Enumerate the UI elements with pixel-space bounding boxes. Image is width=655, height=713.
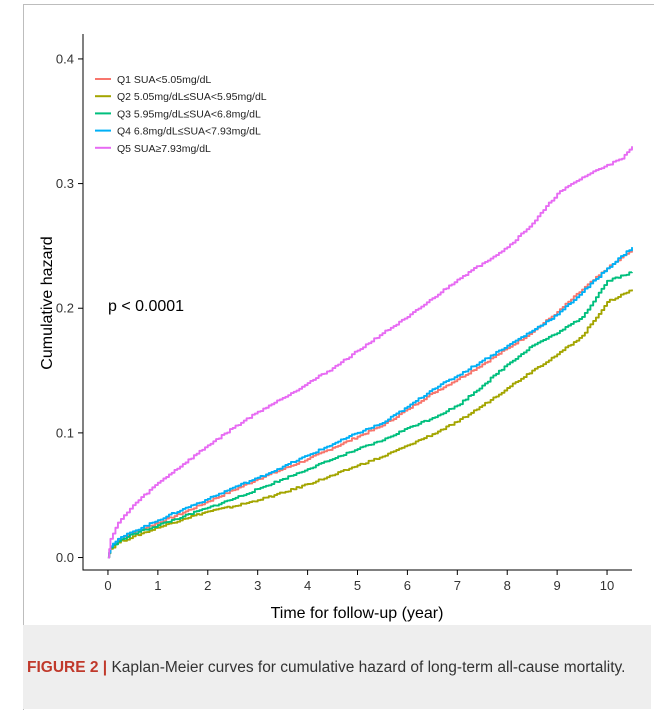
figure-caption: FIGURE 2 | Kaplan-Meier curves for cumul… (27, 656, 647, 679)
plot-area: 0.0 0.1 0.2 0.3 0.4 0 1 2 3 4 5 6 7 8 9 10 Q1 SUA<5.05mg… (56, 34, 633, 593)
y-tick-label: 0.3 (56, 176, 74, 191)
legend-label: Q2 5.05mg/dL≤SUA<5.95mg/dL (117, 91, 267, 103)
x-tick-label: 4 (304, 578, 311, 593)
x-tick-label: 6 (404, 578, 411, 593)
x-tick-label: 0 (104, 578, 111, 593)
y-tick-label: 0.0 (56, 550, 74, 565)
series-line (107, 289, 633, 559)
y-tick-label: 0.1 (56, 425, 74, 440)
x-axis-title: Time for follow-up (year) (271, 605, 444, 622)
legend-label: Q3 5.95mg/dL≤SUA<6.8mg/dL (117, 108, 261, 120)
legend-label: Q4 6.8mg/dL≤SUA<7.93mg/dL (117, 126, 261, 138)
series-line (107, 146, 633, 559)
x-tick-label: 8 (504, 578, 511, 593)
caption-area (23, 625, 651, 709)
x-tick-label: 2 (204, 578, 211, 593)
series-line (107, 271, 633, 559)
x-tick-label: 1 (154, 578, 161, 593)
y-axis-title: Cumulative hazard (39, 236, 56, 369)
p-value-annotation: p < 0.0001 (108, 298, 184, 315)
y-tick-label: 0.2 (56, 301, 74, 316)
series-line (107, 249, 633, 559)
x-tick-label: 5 (354, 578, 361, 593)
x-tick-label: 3 (254, 578, 261, 593)
legend-label: Q1 SUA<5.05mg/dL (117, 74, 211, 86)
series-line (107, 247, 633, 559)
x-tick-label: 10 (600, 578, 614, 593)
caption-separator: | (98, 659, 112, 676)
figure-frame (23, 4, 654, 710)
figure-label: FIGURE 2 (27, 659, 99, 676)
y-tick-label: 0.4 (56, 51, 74, 66)
legend-label: Q5 SUA≥7.93mg/dL (117, 143, 211, 155)
x-tick-label: 7 (454, 578, 461, 593)
caption-text: Kaplan-Meier curves for cumulative hazar… (111, 659, 626, 676)
chart: 0.0 0.1 0.2 0.3 0.4 0 1 2 3 4 5 6 7 8 9 10 Q1 SUA<5.05mg… (39, 34, 633, 622)
x-tick-label: 9 (554, 578, 561, 593)
